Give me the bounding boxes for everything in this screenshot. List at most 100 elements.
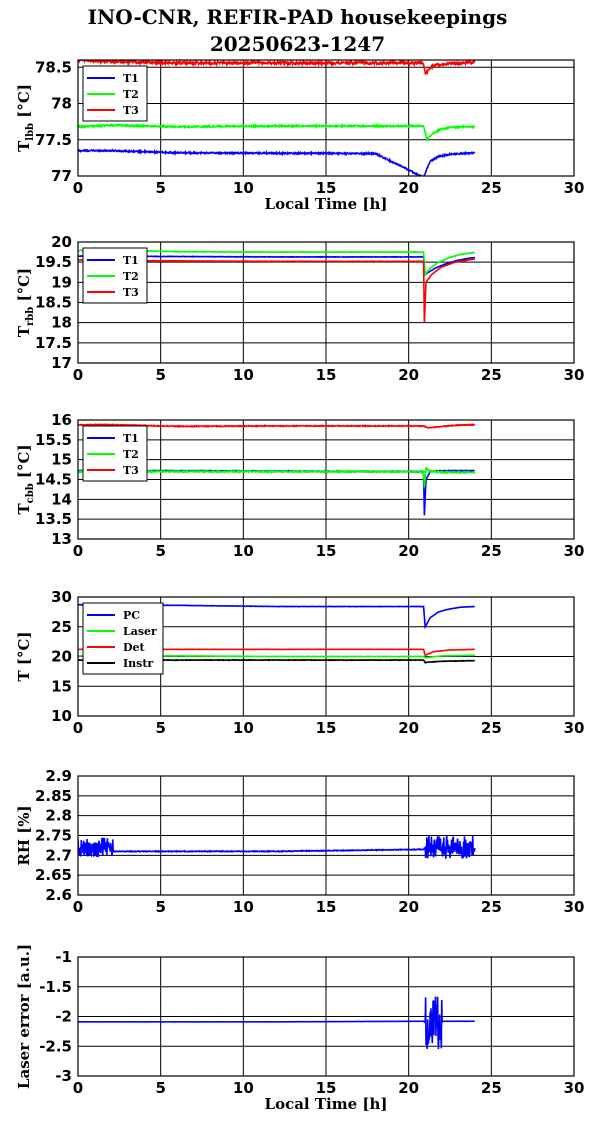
y-tick-label: 2.9 — [45, 767, 72, 785]
y-tick-label: 2.8 — [45, 807, 72, 825]
x-tick-label: 30 — [564, 179, 585, 197]
x-axis-label: Local Time [h] — [265, 1095, 388, 1113]
x-tick-label: 0 — [73, 898, 83, 916]
panel-5: 0 5 10 15 20 25 30 2.6 2.65 2.72.75 2.8 2.85 2.9 RH [… — [15, 767, 584, 916]
x-tick-label: 30 — [564, 1079, 585, 1097]
series-line-t3 — [78, 423, 476, 429]
x-tick-label: 25 — [481, 1079, 502, 1097]
y-tick-label: 10 — [51, 707, 72, 725]
x-tick-label: 25 — [481, 719, 502, 737]
y-axis-label: RH [%] — [15, 805, 33, 865]
panel-4: 0 5 10 15 20 25 30 10 15 20 25 30 T [°C] PC Laser Det In… — [15, 588, 584, 737]
y-tick-label: -2.5 — [39, 1037, 72, 1055]
y-tick-label: 19 — [51, 273, 72, 291]
x-tick-label: 30 — [564, 366, 585, 384]
x-tick-label: 15 — [316, 1079, 337, 1097]
x-tick-label: 15 — [316, 898, 337, 916]
y-tick-label: 14 — [51, 490, 72, 508]
x-tick-label: 0 — [73, 366, 83, 384]
y-tick-label: 2.75 — [35, 827, 72, 845]
y-tick-label: 77.5 — [35, 131, 72, 149]
plot-frame — [77, 241, 575, 364]
legend: T1 T2 T3 — [82, 425, 148, 482]
y-tick-label: 15.5 — [35, 431, 72, 449]
x-tick-label: 15 — [316, 179, 337, 197]
legend-label: T1 — [123, 72, 139, 85]
legend-label: T2 — [123, 448, 139, 461]
x-tick-label: 5 — [155, 366, 165, 384]
x-tick-label: 30 — [564, 542, 585, 560]
legend-label: Det — [123, 641, 146, 654]
y-tick-label: 78.5 — [35, 58, 72, 76]
y-tick-label: 14.5 — [35, 471, 72, 489]
series-line-data — [78, 996, 475, 1050]
y-tick-label: -1.5 — [39, 978, 72, 996]
x-tick-label: 10 — [233, 179, 254, 197]
y-axis-label: Trbb [°C] — [15, 268, 36, 337]
x-tick-label: 30 — [564, 898, 585, 916]
x-tick-label: 25 — [481, 179, 502, 197]
y-axis-label: Tlbb [°C] — [15, 84, 36, 152]
y-tick-label: 17.5 — [35, 334, 72, 352]
y-tick-label: 13.5 — [35, 510, 72, 528]
legend-label: T1 — [123, 432, 139, 445]
x-tick-label: 15 — [316, 542, 337, 560]
y-tick-label: 18 — [51, 314, 72, 332]
y-tick-label: -3 — [55, 1067, 72, 1085]
y-tick-label: 2.6 — [45, 886, 72, 904]
x-tick-label: 5 — [155, 542, 165, 560]
y-tick-label: -2 — [55, 1008, 72, 1026]
legend-label: T3 — [123, 104, 139, 117]
x-tick-label: 20 — [398, 179, 419, 197]
legend-label: PC — [123, 609, 140, 622]
chart-title-line1: INO-CNR, REFIR-PAD housekeepings — [87, 5, 508, 29]
y-tick-label: 17 — [51, 354, 72, 372]
x-tick-label: 10 — [233, 542, 254, 560]
x-tick-label: 20 — [398, 542, 419, 560]
plot-frame — [77, 956, 575, 1077]
chart-title-line2: 20250623-1247 — [209, 32, 386, 56]
y-tick-label: 20 — [51, 648, 72, 666]
y-tick-label: 13 — [51, 530, 72, 548]
legend-label: T3 — [123, 464, 139, 477]
x-tick-label: 15 — [316, 366, 337, 384]
legend-label: Instr — [123, 657, 153, 670]
x-tick-label: 20 — [398, 898, 419, 916]
legend-label: Laser — [123, 625, 157, 638]
x-tick-label: 10 — [233, 1079, 254, 1097]
y-tick-label: 2.85 — [35, 787, 72, 805]
legend: PC Laser Det Instr — [82, 602, 164, 675]
x-tick-label: 25 — [481, 898, 502, 916]
x-tick-label: 10 — [233, 719, 254, 737]
plot-frame — [77, 596, 575, 717]
legend-label: T2 — [123, 270, 139, 283]
panel-1: 0 5 10 15 20 25 30 77 77.5 78 78.5 Local Time [h] Tl… — [15, 58, 584, 213]
y-tick-label: 15 — [51, 677, 72, 695]
y-tick-label: 2.65 — [35, 866, 72, 884]
series-line-t2 — [78, 122, 476, 142]
x-tick-label: 5 — [155, 719, 165, 737]
plot-frame — [77, 59, 575, 177]
y-tick-label: 20 — [51, 233, 72, 251]
x-tick-label: 0 — [73, 1079, 83, 1097]
series-line-t3 — [78, 60, 476, 76]
x-tick-label: 0 — [73, 719, 83, 737]
series-line-data — [78, 835, 476, 860]
y-tick-label: 18.5 — [35, 294, 72, 312]
plot-frame — [77, 775, 575, 896]
x-tick-label: 20 — [398, 1079, 419, 1097]
series-line-t1 — [78, 148, 476, 176]
y-axis-label: T [°C] — [15, 631, 33, 681]
y-tick-label: 77 — [51, 167, 72, 185]
y-axis-label: Laser error [a.u.] — [15, 944, 33, 1089]
x-tick-label: 20 — [398, 719, 419, 737]
x-tick-label: 10 — [233, 898, 254, 916]
x-tick-label: 5 — [155, 1079, 165, 1097]
x-tick-label: 25 — [481, 366, 502, 384]
panel-6: 0 5 10 15 20 25 30 -3 -2.5 -2 -1.5 -1 Local Time [h]… — [15, 944, 584, 1113]
y-tick-label: 78 — [51, 95, 72, 113]
y-tick-label: 15 — [51, 451, 72, 469]
panel-2: 0 5 10 15 20 25 30 17 17.5 18 18.5 19 19.5 20 Trbb [°C… — [15, 233, 584, 384]
